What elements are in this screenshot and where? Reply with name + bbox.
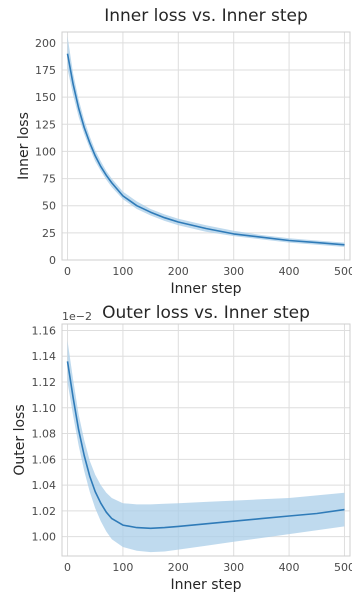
confidence-band bbox=[67, 36, 345, 247]
x-tick-label: 100 bbox=[112, 265, 133, 278]
x-axis-label: Inner step bbox=[171, 577, 242, 592]
inner-loss-chart: Inner loss vs. Inner step 0 100 200 300 400 5… bbox=[16, 6, 352, 297]
x-axis-label: Inner step bbox=[171, 281, 242, 297]
plot-frame bbox=[61, 31, 351, 261]
x-tick-label: 500 bbox=[334, 265, 352, 278]
y-axis-label: Inner loss bbox=[16, 112, 32, 180]
x-tick-label: 200 bbox=[168, 561, 189, 574]
series-line bbox=[66, 361, 345, 530]
x-tick-label: 300 bbox=[223, 265, 244, 278]
chart-title: Inner loss vs. Inner step bbox=[104, 6, 308, 26]
y-tick-label: 1.02 bbox=[32, 505, 57, 518]
confidence-band bbox=[67, 340, 345, 553]
x-tick-label: 100 bbox=[112, 561, 133, 574]
y-tick-label: 1.04 bbox=[32, 479, 57, 492]
x-tick-label: 300 bbox=[223, 561, 244, 574]
y-tick-label: 1.16 bbox=[32, 324, 57, 337]
y-tick-label: 100 bbox=[35, 145, 56, 158]
y-tick-label: 0 bbox=[49, 254, 56, 267]
y-tick-label: 1.06 bbox=[32, 453, 57, 466]
y-tick-label: 75 bbox=[42, 173, 56, 186]
y-axis-offset-label: 1e−2 bbox=[62, 310, 92, 323]
x-tick-label: 0 bbox=[64, 561, 71, 574]
y-tick-label: 175 bbox=[35, 64, 56, 77]
y-tick-label: 1.14 bbox=[32, 350, 57, 363]
x-tick-label: 0 bbox=[64, 265, 71, 278]
y-tick-label: 1.00 bbox=[32, 531, 57, 544]
x-tick-label: 400 bbox=[279, 561, 300, 574]
x-tick-label: 200 bbox=[168, 265, 189, 278]
y-tick-label: 1.12 bbox=[32, 376, 57, 389]
y-axis-label: Outer loss bbox=[12, 404, 28, 475]
y-tick-label: 125 bbox=[35, 118, 56, 131]
y-tick-label: 200 bbox=[35, 37, 56, 50]
x-tick-label: 400 bbox=[279, 265, 300, 278]
y-tick-label: 1.08 bbox=[32, 428, 57, 441]
y-tick-label: 1.10 bbox=[32, 402, 57, 415]
chart-title: Outer loss vs. Inner step bbox=[102, 303, 310, 323]
y-tick-label: 50 bbox=[42, 200, 56, 213]
series-line bbox=[66, 53, 345, 246]
y-tick-label: 150 bbox=[35, 91, 56, 104]
y-tick-label: 25 bbox=[42, 227, 56, 240]
outer-loss-chart: Outer loss vs. Inner step 1e−2 0 100 200 30… bbox=[12, 303, 352, 592]
plot-frame bbox=[61, 323, 351, 557]
x-tick-label: 500 bbox=[334, 561, 352, 574]
